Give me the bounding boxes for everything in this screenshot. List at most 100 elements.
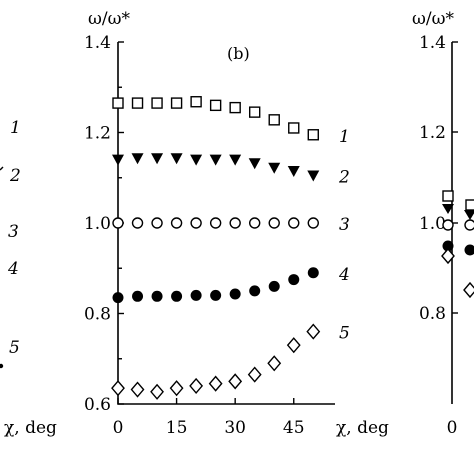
data-point-open-circle [151, 217, 163, 229]
y-tick-label: 1.4 [84, 33, 111, 53]
right-x-tick-label: 0 [447, 418, 458, 438]
data-points [111, 96, 321, 400]
data-point-open-square [229, 101, 241, 114]
data-point-filled-triangle [170, 153, 183, 165]
x-axis-label: χ, deg [336, 418, 389, 438]
data-point-filled-triangle [268, 162, 281, 174]
data-point-open-circle [131, 217, 144, 229]
y-tick-label: 1.2 [84, 124, 111, 144]
data-point-open-diamond [150, 383, 164, 400]
data-point-open-diamond [247, 366, 262, 383]
data-point-filled-triangle [248, 158, 261, 170]
data-point-open-square [307, 129, 319, 141]
data-point-open-square [268, 114, 280, 126]
data-point-open-diamond [286, 337, 301, 354]
right-fragment-square [465, 199, 474, 211]
right-y-axis-label: ω/ω* [412, 9, 454, 29]
data-point-filled-circle [112, 292, 124, 304]
data-point-filled-triangle [287, 165, 300, 177]
data-point-open-circle [229, 217, 241, 229]
right-fragment-triangle [464, 210, 474, 220]
right-y-tick-label: 1.0 [419, 214, 446, 234]
right-fragment-open-circle [442, 219, 454, 231]
left-series-label-3: 3 [8, 222, 19, 242]
data-point-open-square [112, 97, 124, 109]
left-fragment-point [0, 363, 4, 369]
y-axis-label: ω/ω* [88, 9, 130, 29]
left-panel-fragment: 1 2 3 4 5 χ, deg [0, 118, 57, 438]
series-labels: 1 2 3 4 5 [338, 127, 350, 344]
data-point-open-diamond [111, 380, 125, 397]
data-point-filled-circle [151, 290, 163, 302]
data-point-filled-circle [190, 289, 202, 301]
data-point-open-square [131, 97, 144, 109]
right-y-tick-label: 1.4 [419, 33, 446, 53]
data-point-open-diamond [189, 377, 204, 394]
data-point-open-square [170, 97, 183, 109]
left-x-axis-label: χ, deg [4, 418, 57, 438]
data-point-open-circle [112, 217, 124, 229]
panel-label: (b) [227, 44, 250, 63]
data-point-open-circle [170, 217, 183, 229]
right-y-tick-label: 0.8 [419, 304, 446, 324]
data-point-open-circle [209, 217, 222, 229]
data-point-filled-circle [249, 285, 261, 297]
data-point-filled-triangle [151, 153, 164, 165]
series-label-2: 2 [338, 167, 350, 187]
data-point-filled-circle [229, 288, 241, 300]
data-point-open-circle [268, 217, 280, 229]
series-label-4: 4 [338, 265, 350, 285]
series-label-3: 3 [339, 215, 350, 235]
data-point-open-diamond [208, 375, 223, 392]
data-point-filled-triangle [209, 154, 222, 166]
data-point-open-circle [288, 217, 300, 229]
series-label-1: 1 [339, 127, 350, 147]
data-point-filled-circle [288, 274, 300, 286]
data-point-filled-triangle [190, 154, 203, 166]
data-point-open-square [190, 96, 202, 108]
left-series-label-4: 4 [7, 259, 19, 279]
data-point-open-circle [307, 217, 319, 229]
y-tick-label: 1.0 [84, 214, 111, 234]
data-point-filled-circle [132, 290, 144, 302]
left-series-label-2: 2 [9, 166, 21, 186]
axis-lines [117, 42, 335, 405]
data-point-filled-triangle [131, 153, 144, 165]
right-fragment-triangle [442, 204, 454, 214]
y-tick-label: 0.8 [84, 305, 111, 325]
data-point-open-diamond [306, 323, 321, 340]
data-point-open-diamond [169, 380, 184, 397]
data-point-filled-triangle [307, 170, 320, 182]
data-point-filled-circle [171, 290, 183, 302]
data-point-open-square [248, 106, 261, 118]
x-tick-label: 15 [166, 418, 188, 438]
right-fragment-diamond [463, 281, 474, 299]
data-point-filled-triangle [229, 154, 242, 166]
data-point-open-square [209, 99, 222, 112]
data-point-open-diamond [267, 355, 282, 372]
right-fragment-filled-circle [464, 244, 474, 256]
left-fragment-mark [0, 166, 4, 171]
right-fragment-square [442, 190, 454, 202]
data-point-filled-triangle [112, 154, 124, 166]
right-fragment-open-circle [464, 219, 474, 231]
data-point-open-square [151, 97, 163, 109]
right-fragment-filled-circle [442, 240, 454, 252]
data-point-filled-circle [268, 280, 280, 292]
x-ticks: 0 15 30 45 [113, 398, 305, 438]
right-panel-fragment: ω/ω* 1.4 1.2 1.0 0.8 0 [412, 9, 474, 438]
left-series-label-5: 5 [9, 338, 20, 358]
data-point-filled-circle [210, 289, 222, 301]
panel-b: ω/ω* (b) 0.60.81.01.21.4 0 15 30 45 χ, deg … [84, 9, 389, 438]
data-point-open-circle [248, 217, 261, 229]
data-point-open-square [288, 122, 300, 134]
x-tick-label: 30 [224, 418, 246, 438]
x-tick-label: 45 [283, 418, 305, 438]
right-y-tick-label: 1.2 [419, 123, 446, 143]
y-ticks: 0.6 0.8 1.0 1.2 1.4 [84, 33, 124, 415]
y-tick-label: 0.6 [84, 395, 111, 415]
left-series-label-1: 1 [10, 118, 21, 138]
right-fragment-diamond [441, 247, 455, 265]
data-point-open-diamond [130, 381, 145, 398]
